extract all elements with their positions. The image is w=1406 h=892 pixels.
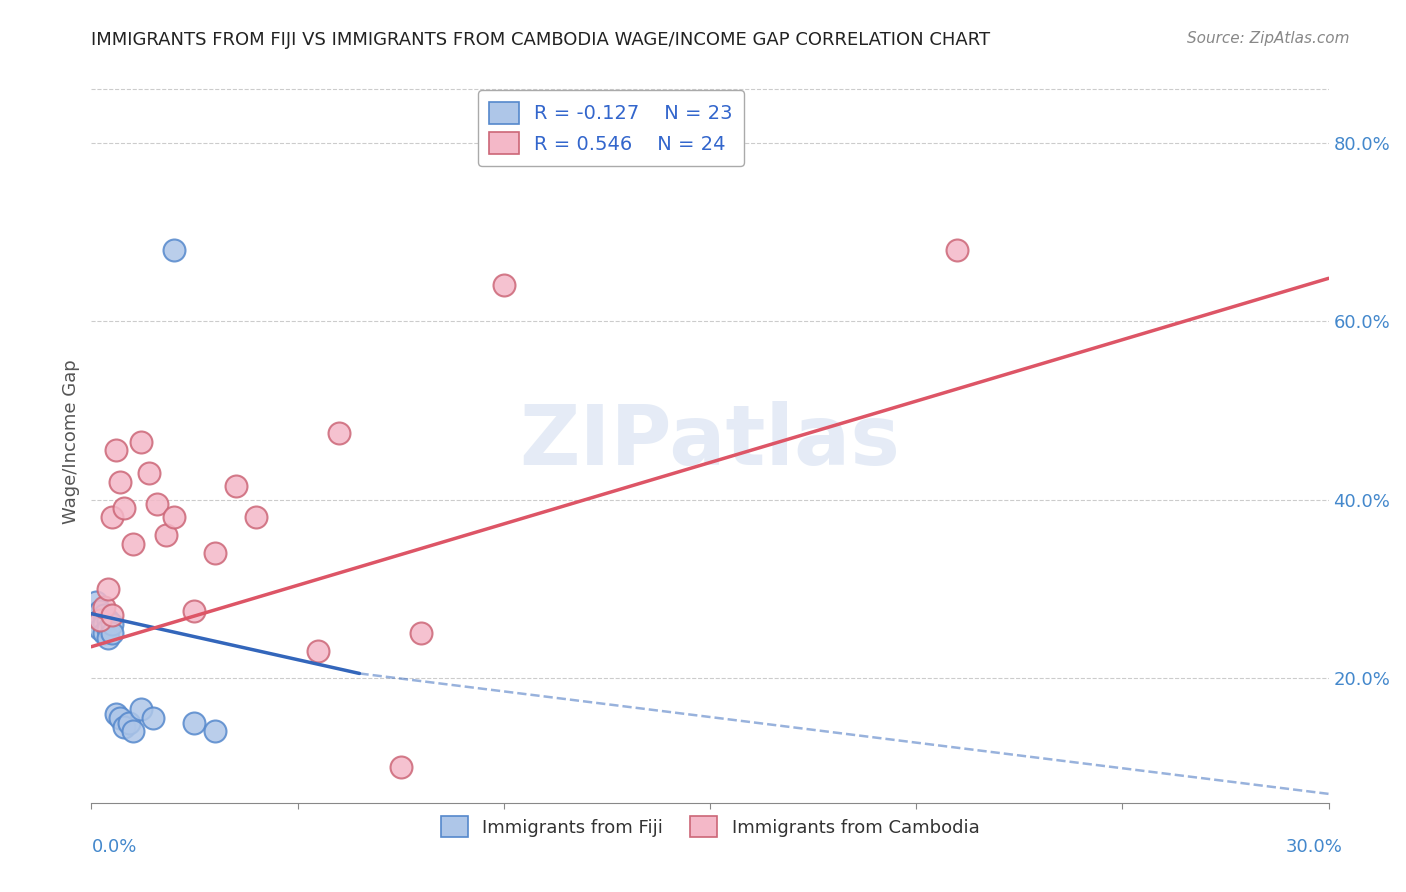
- Text: Source: ZipAtlas.com: Source: ZipAtlas.com: [1187, 31, 1350, 46]
- Point: [121, 724, 143, 739]
- Point: [93, 626, 115, 640]
- Point: [245, 510, 267, 524]
- Point: [101, 608, 124, 623]
- Point: [117, 715, 139, 730]
- Point: [105, 706, 128, 721]
- Point: [163, 243, 186, 257]
- Text: IMMIGRANTS FROM FIJI VS IMMIGRANTS FROM CAMBODIA WAGE/INCOME GAP CORRELATION CHA: IMMIGRANTS FROM FIJI VS IMMIGRANTS FROM …: [91, 31, 990, 49]
- Point: [97, 613, 120, 627]
- Text: 30.0%: 30.0%: [1286, 838, 1343, 856]
- Point: [328, 425, 350, 440]
- Point: [183, 604, 205, 618]
- Point: [89, 613, 111, 627]
- Point: [163, 510, 186, 524]
- Point: [89, 622, 111, 636]
- Point: [225, 479, 247, 493]
- Point: [97, 631, 120, 645]
- Point: [89, 604, 111, 618]
- Point: [129, 434, 152, 449]
- Point: [101, 626, 124, 640]
- Point: [84, 608, 107, 623]
- Point: [93, 599, 115, 614]
- Point: [146, 497, 169, 511]
- Point: [93, 608, 115, 623]
- Point: [110, 475, 132, 489]
- Point: [121, 537, 143, 551]
- Point: [142, 711, 165, 725]
- Point: [389, 760, 412, 774]
- Point: [183, 715, 205, 730]
- Point: [307, 644, 329, 658]
- Point: [204, 724, 226, 739]
- Point: [112, 720, 135, 734]
- Point: [93, 617, 115, 632]
- Legend: Immigrants from Fiji, Immigrants from Cambodia: Immigrants from Fiji, Immigrants from Ca…: [433, 809, 987, 845]
- Point: [155, 528, 177, 542]
- Text: 0.0%: 0.0%: [91, 838, 136, 856]
- Point: [97, 622, 120, 636]
- Point: [101, 510, 124, 524]
- Point: [946, 243, 969, 257]
- Point: [105, 443, 128, 458]
- Point: [129, 702, 152, 716]
- Point: [97, 582, 120, 596]
- Point: [84, 595, 107, 609]
- Text: ZIPatlas: ZIPatlas: [520, 401, 900, 482]
- Point: [492, 278, 515, 293]
- Point: [138, 466, 160, 480]
- Point: [89, 613, 111, 627]
- Point: [204, 546, 226, 560]
- Point: [112, 501, 135, 516]
- Point: [110, 711, 132, 725]
- Point: [101, 617, 124, 632]
- Y-axis label: Wage/Income Gap: Wage/Income Gap: [62, 359, 80, 524]
- Point: [411, 626, 433, 640]
